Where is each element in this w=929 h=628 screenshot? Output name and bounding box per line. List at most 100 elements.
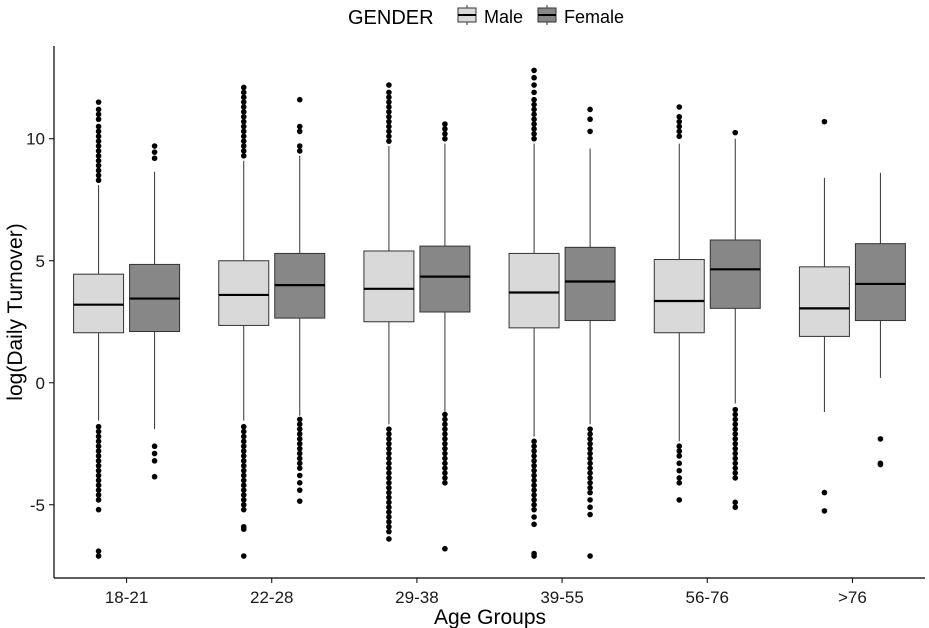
outlier-point: [676, 475, 683, 481]
outlier-point: [296, 416, 303, 423]
outlier-point: [442, 455, 448, 462]
outlier-point: [531, 492, 537, 498]
outlier-point: [240, 423, 247, 430]
x-tick-label: 22-28: [250, 588, 293, 607]
box-female-56-76: [709, 129, 761, 511]
outlier-point: [95, 462, 102, 469]
outlier-point: [531, 135, 537, 142]
box-iqr: [218, 260, 270, 326]
outlier-point: [95, 167, 102, 174]
outlier-point: [95, 492, 102, 498]
y-tick-label: 0: [36, 374, 45, 393]
outlier-point: [240, 458, 247, 464]
outlier-point: [821, 118, 828, 125]
outlier-point: [587, 450, 593, 457]
outlier-point: [296, 465, 303, 471]
outlier-point: [587, 116, 593, 123]
outlier-point: [386, 504, 392, 511]
outlier-point: [531, 116, 537, 123]
outlier-point: [732, 455, 739, 462]
outlier-point: [386, 514, 392, 520]
box-female-29-38: [419, 121, 471, 552]
outlier-point: [240, 128, 247, 135]
outlier-point: [240, 492, 247, 498]
outlier-point: [296, 445, 303, 452]
outlier-point: [151, 473, 158, 480]
outlier-point: [732, 431, 739, 437]
outlier-point: [386, 450, 392, 457]
outlier-point: [386, 118, 392, 125]
outlier-point: [732, 421, 739, 428]
box-female-39-55: [564, 106, 616, 559]
x-tick-label: 29-38: [395, 588, 438, 607]
outlier-point: [587, 489, 593, 496]
outlier-point: [386, 431, 392, 437]
outlier-point: [240, 123, 247, 130]
outlier-point: [732, 504, 739, 511]
outlier-point: [95, 428, 102, 435]
outlier-point: [386, 82, 392, 88]
outlier-point: [95, 548, 102, 554]
outlier-point: [95, 123, 102, 130]
outlier-point: [676, 460, 683, 467]
outlier-point: [296, 450, 303, 457]
outlier-point: [240, 453, 247, 459]
box-female->76: [854, 172, 906, 468]
outlier-point: [95, 128, 102, 135]
outlier-point: [531, 482, 537, 489]
outlier-point: [676, 133, 683, 140]
outlier-point: [95, 458, 102, 464]
outlier-point: [676, 118, 683, 125]
outlier-point: [240, 443, 247, 450]
outlier-point: [240, 433, 247, 440]
outlier-point: [531, 82, 537, 88]
outlier-point: [732, 406, 739, 413]
outlier-point: [386, 475, 392, 481]
outlier-point: [151, 450, 158, 457]
outlier-point: [442, 450, 448, 457]
outlier-point: [531, 438, 537, 445]
box-iqr: [564, 246, 616, 322]
outlier-point: [240, 89, 247, 96]
outlier-point: [442, 131, 448, 137]
outlier-point: [240, 506, 247, 513]
outlier-point: [386, 99, 392, 105]
outlier-point: [95, 153, 102, 159]
outlier-point: [732, 465, 739, 471]
outlier-point: [531, 462, 537, 469]
outlier-point: [732, 411, 739, 418]
outlier-point: [386, 470, 392, 476]
outlier-point: [442, 470, 448, 476]
outlier-point: [732, 450, 739, 457]
outlier-point: [240, 467, 247, 474]
outlier-point: [531, 506, 537, 513]
outlier-point: [95, 99, 102, 105]
outlier-point: [95, 172, 102, 179]
box-iqr: [363, 250, 415, 323]
outlier-point: [296, 440, 303, 447]
box-iqr: [854, 243, 906, 322]
box-iqr: [653, 259, 705, 334]
outlier-point: [442, 475, 448, 481]
outlier-point: [531, 514, 537, 520]
outlier-point: [531, 126, 537, 132]
outlier-point: [95, 553, 102, 559]
outlier-point: [531, 121, 537, 127]
outlier-point: [587, 440, 593, 447]
outlier-point: [732, 416, 739, 423]
outlier-point: [95, 148, 102, 154]
outlier-point: [95, 143, 102, 149]
box-iqr: [419, 245, 471, 313]
outlier-point: [386, 89, 392, 96]
outlier-point: [676, 128, 683, 135]
legend-key-male: [456, 4, 478, 26]
outlier-point: [296, 480, 303, 486]
outlier-point: [240, 487, 247, 493]
outlier-point: [95, 497, 102, 503]
outlier-point: [531, 448, 537, 454]
outlier-point: [442, 460, 448, 467]
outlier-point: [587, 106, 593, 113]
outlier-point: [151, 149, 158, 155]
outlier-point: [386, 94, 392, 101]
outlier-point: [296, 148, 303, 154]
